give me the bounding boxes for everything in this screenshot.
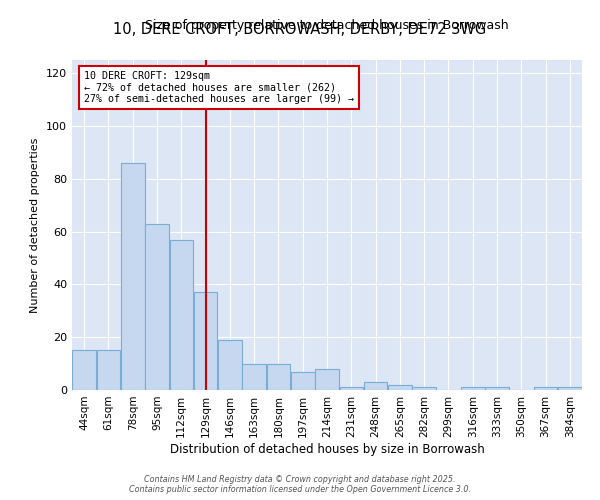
- Text: 10, DERE CROFT, BORROWASH, DERBY, DE72 3WG: 10, DERE CROFT, BORROWASH, DERBY, DE72 3…: [113, 22, 487, 38]
- Bar: [485, 388, 509, 390]
- Bar: [242, 364, 266, 390]
- Bar: [315, 369, 339, 390]
- Bar: [170, 240, 193, 390]
- Bar: [218, 340, 242, 390]
- Bar: [388, 384, 412, 390]
- Bar: [266, 364, 290, 390]
- Bar: [194, 292, 217, 390]
- Bar: [461, 388, 485, 390]
- Y-axis label: Number of detached properties: Number of detached properties: [31, 138, 40, 312]
- X-axis label: Distribution of detached houses by size in Borrowash: Distribution of detached houses by size …: [170, 442, 484, 456]
- Bar: [558, 388, 581, 390]
- Bar: [121, 163, 145, 390]
- Bar: [534, 388, 557, 390]
- Bar: [291, 372, 314, 390]
- Bar: [145, 224, 169, 390]
- Bar: [340, 388, 363, 390]
- Text: 10 DERE CROFT: 129sqm
← 72% of detached houses are smaller (262)
27% of semi-det: 10 DERE CROFT: 129sqm ← 72% of detached …: [84, 70, 354, 104]
- Bar: [364, 382, 388, 390]
- Bar: [412, 388, 436, 390]
- Text: Contains HM Land Registry data © Crown copyright and database right 2025.
Contai: Contains HM Land Registry data © Crown c…: [129, 474, 471, 494]
- Bar: [97, 350, 120, 390]
- Title: Size of property relative to detached houses in Borrowash: Size of property relative to detached ho…: [145, 20, 509, 32]
- Bar: [73, 350, 96, 390]
